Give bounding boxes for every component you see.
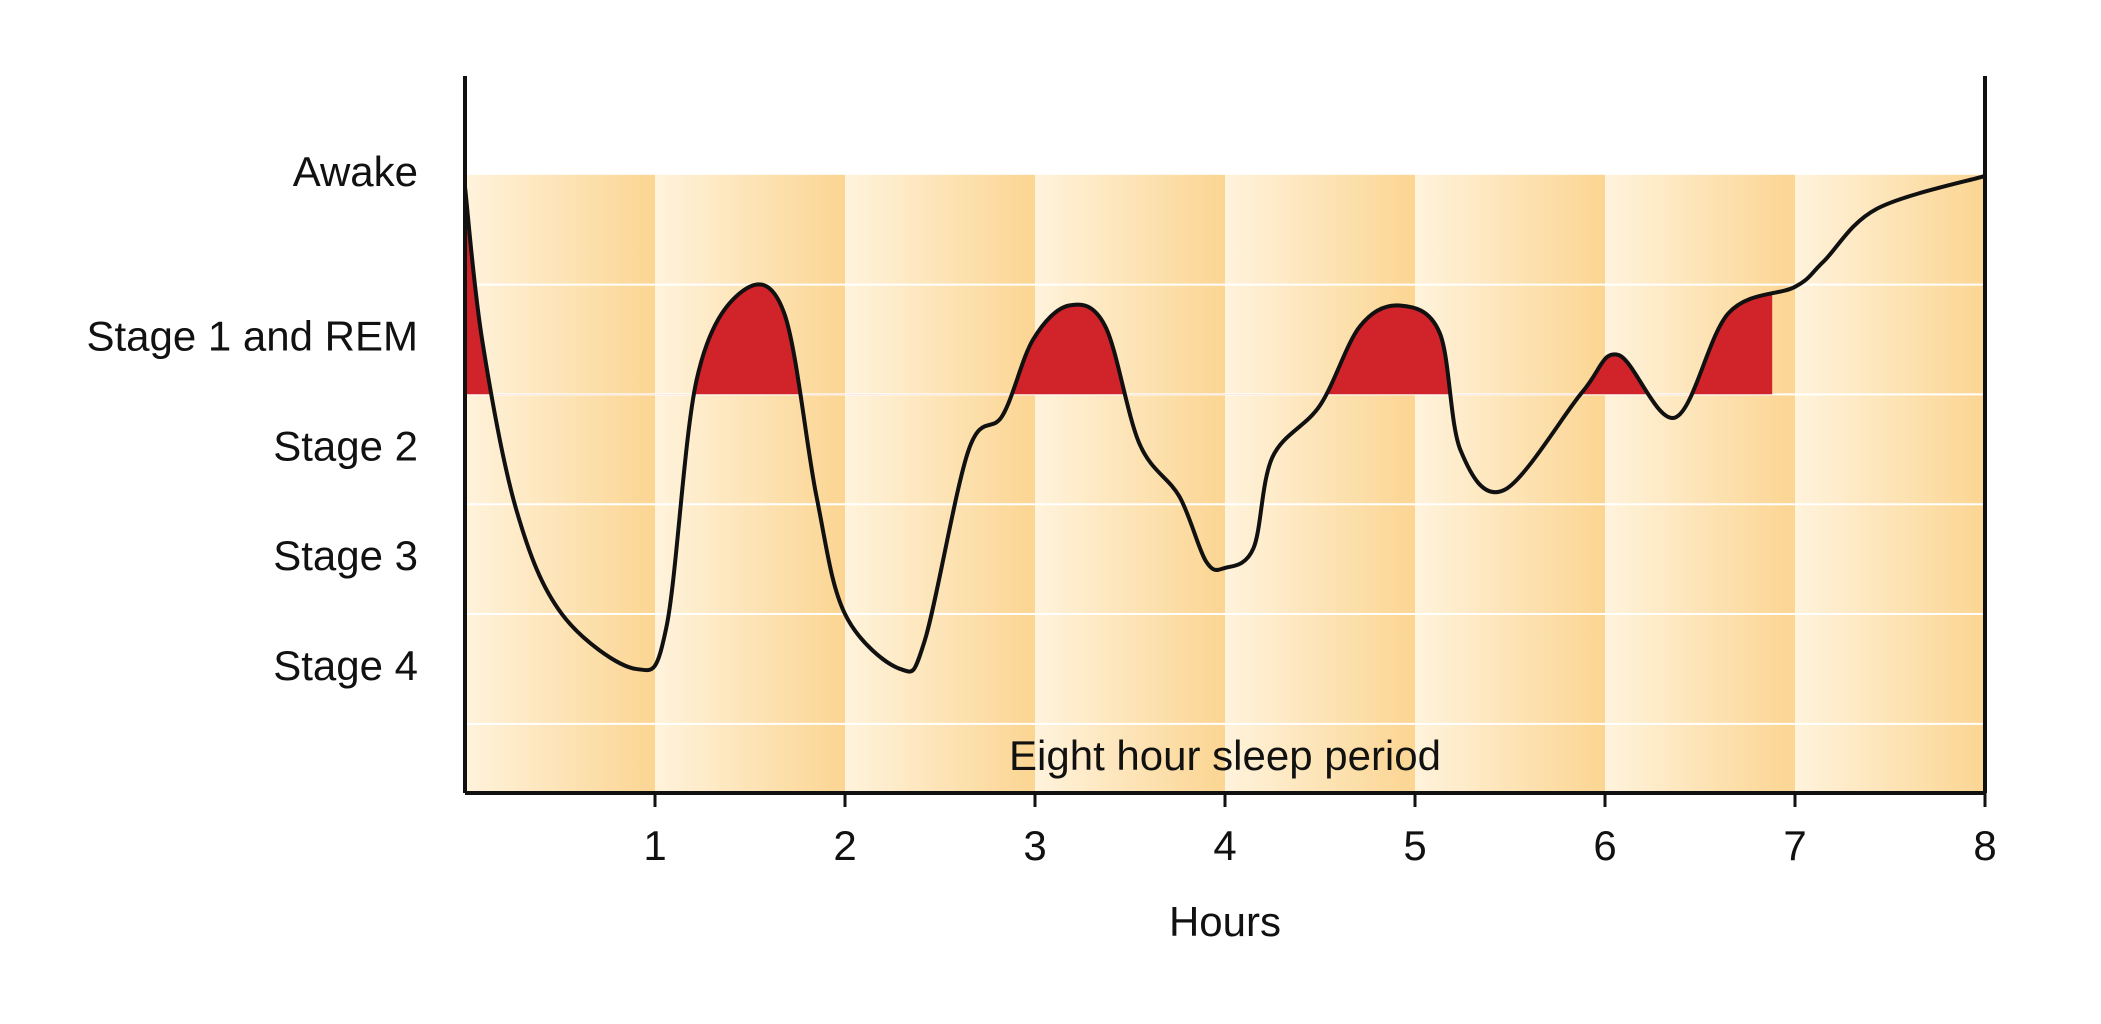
x-tick-label: 8 bbox=[1973, 822, 1996, 869]
x-axis-label: Hours bbox=[1169, 898, 1281, 945]
annotation: Eight hour sleep period bbox=[1009, 732, 1441, 779]
y-tick-label: Stage 3 bbox=[273, 532, 418, 579]
x-tick-label: 2 bbox=[833, 822, 856, 869]
hour-band bbox=[845, 174, 1035, 794]
hour-band bbox=[1605, 174, 1795, 794]
hour-band bbox=[1795, 174, 1985, 794]
hour-band bbox=[1035, 174, 1225, 794]
x-tick-label: 4 bbox=[1213, 822, 1236, 869]
x-tick-label: 5 bbox=[1403, 822, 1426, 869]
y-tick-label: Stage 4 bbox=[273, 642, 418, 689]
x-tick-label: 1 bbox=[643, 822, 666, 869]
y-tick-label: Awake bbox=[293, 148, 418, 195]
hour-band bbox=[465, 174, 655, 794]
x-tick-label: 6 bbox=[1593, 822, 1616, 869]
hour-band bbox=[1225, 174, 1415, 794]
x-tick-label: 3 bbox=[1023, 822, 1046, 869]
y-tick-label: Stage 2 bbox=[273, 422, 418, 469]
sleep-line bbox=[463, 174, 1986, 674]
y-tick-label: Stage 1 and REM bbox=[86, 313, 418, 360]
x-tick-label: 7 bbox=[1783, 822, 1806, 869]
